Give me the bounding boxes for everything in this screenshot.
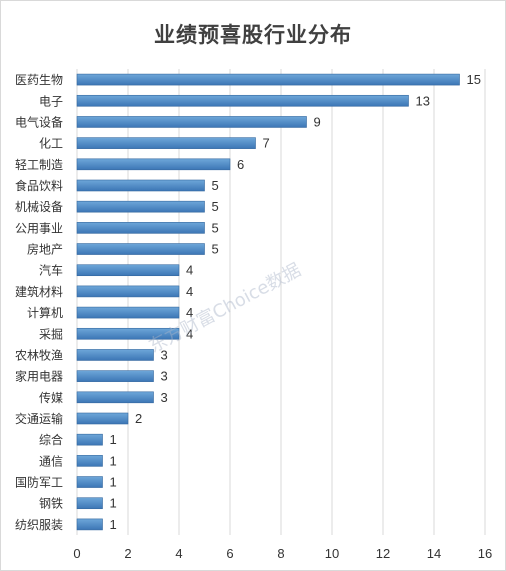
data-label: 1 xyxy=(110,475,117,490)
category-label: 纺织服装 xyxy=(15,518,63,532)
bar xyxy=(76,243,205,255)
bar xyxy=(76,200,205,213)
category-label: 钢铁 xyxy=(39,497,63,511)
category-label: 传媒 xyxy=(39,390,63,405)
data-label: 1 xyxy=(110,453,117,468)
bar xyxy=(76,264,180,277)
category-label: 公用事业 xyxy=(15,221,63,235)
bar xyxy=(76,158,231,171)
category-label: 电子 xyxy=(39,94,63,108)
data-label: 9 xyxy=(314,114,321,129)
bar xyxy=(76,497,103,510)
data-label: 2 xyxy=(135,411,142,426)
data-label: 1 xyxy=(110,432,117,447)
category-label: 采掘 xyxy=(39,326,63,341)
data-label: 4 xyxy=(186,326,193,341)
category-label: 家用电器 xyxy=(15,369,63,384)
data-label: 5 xyxy=(212,220,219,235)
bar xyxy=(76,412,129,425)
bar xyxy=(76,433,103,446)
category-label: 建筑材料 xyxy=(15,284,63,299)
x-tick-label: 14 xyxy=(427,546,441,561)
data-label: 1 xyxy=(110,517,117,532)
bar xyxy=(76,116,307,128)
data-label: 1 xyxy=(110,496,117,511)
x-tick-label: 0 xyxy=(73,546,80,561)
category-label: 房地产 xyxy=(27,242,63,257)
x-tick-label: 16 xyxy=(478,546,492,561)
bar xyxy=(76,349,154,361)
x-tick-label: 10 xyxy=(325,546,339,561)
category-label: 医药生物 xyxy=(15,73,63,87)
category-label: 国防军工 xyxy=(15,475,63,490)
category-label: 交通运输 xyxy=(15,411,63,426)
data-label: 7 xyxy=(263,136,270,151)
bar xyxy=(76,179,205,192)
data-label: 4 xyxy=(186,263,193,278)
category-label: 机械设备 xyxy=(15,199,63,214)
category-label: 化工 xyxy=(39,137,63,151)
x-tick-label: 8 xyxy=(277,546,284,561)
data-label: 15 xyxy=(467,72,481,87)
data-label: 4 xyxy=(186,284,193,299)
x-tick-label: 6 xyxy=(226,546,233,561)
x-axis-ticks: 0 2 4 6 8 10 12 14 16 xyxy=(73,546,492,561)
category-label: 食品饮料 xyxy=(15,178,63,193)
category-label: 通信 xyxy=(39,454,63,468)
bar xyxy=(76,455,103,467)
bar xyxy=(76,222,205,234)
data-label: 5 xyxy=(212,178,219,193)
category-label: 汽车 xyxy=(39,263,63,278)
x-tick-label: 12 xyxy=(376,546,390,561)
data-label: 3 xyxy=(161,390,168,405)
bar xyxy=(76,370,154,382)
x-tick-label: 4 xyxy=(175,546,182,561)
bar xyxy=(76,476,103,488)
bar xyxy=(76,73,460,86)
bar xyxy=(76,285,180,298)
bar xyxy=(76,391,154,404)
chart-title: 业绩预喜股行业分布 xyxy=(154,23,352,47)
x-tick-label: 2 xyxy=(124,546,131,561)
data-label: 13 xyxy=(416,93,430,108)
category-label: 轻工制造 xyxy=(15,158,63,172)
data-label: 3 xyxy=(161,369,168,384)
bar xyxy=(76,306,180,319)
category-labels: 医药生物电子电气设备化工轻工制造食品饮料机械设备公用事业房地产汽车建筑材料计算机… xyxy=(15,73,63,532)
data-label: 5 xyxy=(212,199,219,214)
bars xyxy=(76,73,460,531)
data-label: 4 xyxy=(186,305,193,320)
bar xyxy=(76,137,256,149)
category-label: 农林牧渔 xyxy=(15,348,63,362)
category-label: 电气设备 xyxy=(15,114,63,129)
data-label: 5 xyxy=(212,242,219,257)
bar xyxy=(76,327,180,340)
category-label: 综合 xyxy=(39,432,63,447)
category-label: 计算机 xyxy=(27,305,63,320)
data-label: 6 xyxy=(237,157,244,172)
bar xyxy=(76,518,103,531)
data-label: 3 xyxy=(161,347,168,362)
data-labels: 15 13 9 7 6 5 5 5 5 4 4 4 4 3 3 3 2 1 1 1 1 1 xyxy=(110,72,481,532)
bar xyxy=(76,94,409,107)
